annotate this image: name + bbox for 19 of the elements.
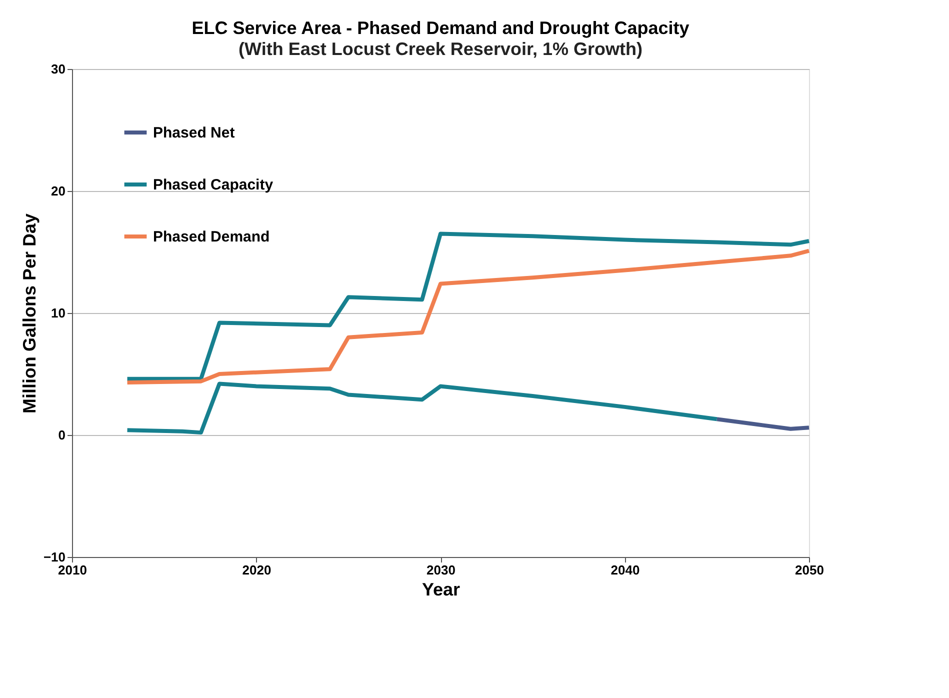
chart-title: ELC Service Area - Phased Demand and Drought Capacity	[192, 18, 690, 38]
y-tick-label: 0	[58, 428, 66, 442]
line-series	[125, 382, 719, 435]
y-tick-label: 30	[51, 62, 66, 76]
x-tick-label: 2020	[242, 562, 272, 578]
y-tick-label: 20	[51, 184, 66, 198]
y-axis-title: Million Gallons Per Day	[19, 213, 40, 414]
legend-label: Phased Net	[153, 124, 235, 142]
legend-label: Phased Capacity	[153, 176, 274, 194]
y-tick-label: −10	[43, 550, 66, 564]
y-tick-label: 10	[51, 306, 66, 320]
x-tick-label: 2040	[610, 562, 640, 578]
line-series	[714, 417, 811, 431]
chart-subtitle: (With East Locust Creek Reservoir, 1% Growth)	[238, 39, 642, 59]
x-tick-label: 2050	[795, 562, 824, 578]
x-tick-label: 2030	[426, 562, 456, 578]
x-axis-title: Year	[422, 580, 460, 600]
legend-label: Phased Demand	[153, 228, 270, 246]
x-tick-label: 2010	[58, 562, 87, 578]
